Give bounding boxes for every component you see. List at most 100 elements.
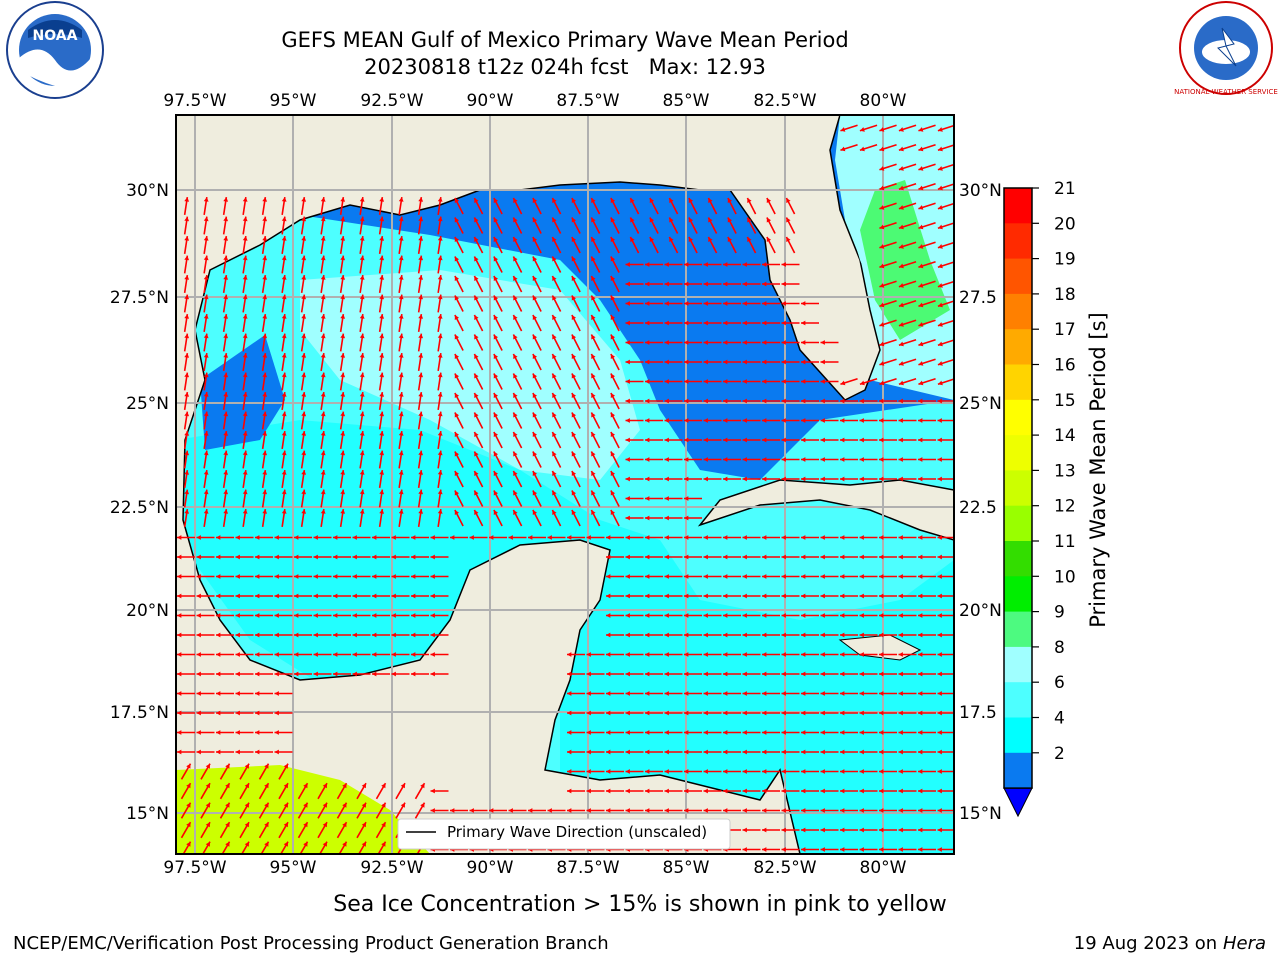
wave-arrowhead xyxy=(820,476,825,482)
wave-arrowhead xyxy=(703,749,708,755)
wave-arrowhead xyxy=(664,496,669,501)
wave-arrowhead xyxy=(898,613,903,618)
wave-arrowhead xyxy=(762,749,767,755)
wave-arrowhead xyxy=(610,256,616,262)
wave-arrowhead xyxy=(301,314,307,319)
wave-arrowhead xyxy=(610,236,616,242)
wave-arrowhead xyxy=(625,476,630,482)
wave-arrowhead xyxy=(918,263,924,269)
wave-arrowhead xyxy=(255,535,260,540)
wave-arrowhead xyxy=(801,574,806,579)
wave-arrowhead xyxy=(301,489,307,495)
wave-arrowhead xyxy=(742,613,747,618)
wave-arrowhead xyxy=(859,146,865,152)
wave-arrowhead xyxy=(859,380,865,386)
wave-arrowhead xyxy=(489,808,494,813)
wave-arrowhead xyxy=(216,593,221,599)
wave-arrowhead xyxy=(450,808,455,813)
wave-arrowhead xyxy=(493,490,499,496)
wave-arrowhead xyxy=(474,275,479,281)
wave-arrowhead xyxy=(664,418,669,423)
wave-arrowhead xyxy=(255,730,260,735)
wave-arrowhead xyxy=(513,334,518,340)
wave-arrowhead xyxy=(242,372,248,378)
wave-arrowhead xyxy=(937,418,942,423)
wave-arrowhead xyxy=(372,652,377,657)
wave-arrowhead xyxy=(320,275,326,280)
wave-arrowhead xyxy=(359,489,365,495)
wave-arrowhead xyxy=(203,294,209,300)
wave-arrowhead xyxy=(820,632,825,638)
wave-arrowhead xyxy=(340,431,346,436)
wave-arrowhead xyxy=(898,322,904,327)
wave-arrowhead xyxy=(313,613,318,618)
wave-arrowhead xyxy=(372,554,377,560)
wave-arrowhead xyxy=(918,361,924,366)
lon-label-bottom: 90°W xyxy=(467,858,514,878)
wave-arrowhead xyxy=(571,236,577,242)
wave-arrowhead xyxy=(274,613,279,618)
wave-arrowhead xyxy=(203,236,209,241)
wave-arrowhead xyxy=(320,509,326,514)
wave-arrowhead xyxy=(898,341,904,347)
wave-arrowhead xyxy=(645,262,650,267)
wave-arrowhead xyxy=(225,763,230,769)
wave-arrowhead xyxy=(742,554,747,560)
wave-arrowhead xyxy=(359,411,365,417)
wave-arrowhead xyxy=(781,730,786,735)
wave-arrowhead xyxy=(664,554,669,560)
wave-arrowhead xyxy=(898,593,903,599)
lat-label-right: 22.5 xyxy=(959,498,997,518)
wave-arrowhead xyxy=(281,372,287,378)
wave-arrowhead xyxy=(274,730,279,735)
wave-arrowhead xyxy=(430,808,435,813)
wave-arrowhead xyxy=(513,373,518,379)
wave-arrowhead xyxy=(391,574,396,579)
wave-arrowhead xyxy=(567,749,572,755)
wave-arrowhead xyxy=(781,457,786,462)
wave-arrowhead xyxy=(223,197,229,202)
wave-arrowhead xyxy=(606,613,611,618)
wave-arrowhead xyxy=(532,392,538,398)
wave-arrowhead xyxy=(372,632,377,638)
wave-arrowhead xyxy=(255,613,260,618)
wave-arrowhead xyxy=(610,392,616,398)
wave-arrowhead xyxy=(235,574,240,579)
colorbar-tick-label: 19 xyxy=(1054,250,1076,270)
wave-arrowhead xyxy=(937,457,942,462)
lat-label-left: 27.5°N xyxy=(110,288,169,308)
wave-arrowhead xyxy=(398,216,404,222)
wave-arrowhead xyxy=(723,632,728,638)
wave-arrowhead xyxy=(684,691,689,696)
wave-arrowhead xyxy=(684,808,689,813)
wave-arrowhead xyxy=(340,197,346,202)
wave-arrowhead xyxy=(742,671,747,677)
lon-label-bottom: 87.5°W xyxy=(556,858,619,878)
wave-arrowhead xyxy=(625,496,630,501)
wave-arrowhead xyxy=(859,457,864,462)
wave-arrowhead xyxy=(742,340,747,345)
wave-arrowhead xyxy=(493,470,499,476)
wave-arrowhead xyxy=(684,476,689,482)
wave-arrowhead xyxy=(703,769,708,774)
wave-arrowhead xyxy=(801,710,806,716)
wave-arrowhead xyxy=(625,554,630,560)
lat-label-right: 17.5 xyxy=(959,703,997,723)
lon-label-top: 90°W xyxy=(467,91,514,111)
cuba xyxy=(697,479,954,541)
wave-arrowhead xyxy=(591,334,596,340)
wave-arrowhead xyxy=(379,255,385,261)
wave-arrowhead xyxy=(645,398,650,404)
wave-arrowhead xyxy=(684,574,689,579)
wave-arrowhead xyxy=(781,574,786,579)
wave-arrowhead xyxy=(196,749,201,755)
wave-arrowhead xyxy=(411,593,416,599)
wave-arrowhead xyxy=(235,710,240,716)
wave-arrowhead xyxy=(322,802,327,808)
wave-arrowhead xyxy=(610,509,616,515)
map-title: GEFS MEAN Gulf of Mexico Primary Wave Me… xyxy=(281,28,849,52)
wave-arrowhead xyxy=(879,535,884,540)
colorbar-segment xyxy=(1004,541,1032,577)
wave-arrowhead xyxy=(513,353,518,359)
wave-arrowhead xyxy=(454,373,460,379)
